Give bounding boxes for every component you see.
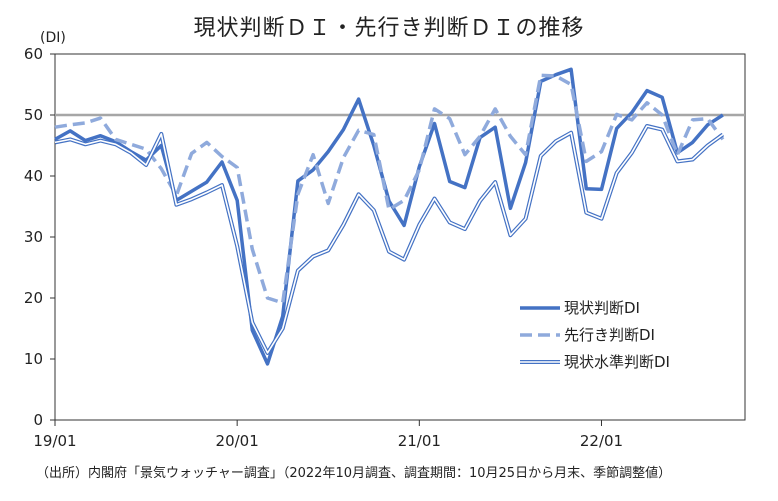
chart-title: 現状判断ＤＩ・先行き判断ＤＩの推移 (193, 16, 585, 41)
legend-label: 現状水準判断DI (564, 353, 670, 371)
series-layer (54, 67, 725, 366)
series-line-1 (54, 67, 724, 366)
y-tick-label: 10 (24, 350, 43, 368)
legend-label: 先行き判断DI (564, 326, 655, 344)
axes-layer: 0 10 20 30 40 50 60 19/01 20/01 21/01 22/01 (24, 45, 746, 450)
y-tick-label: 30 (24, 228, 43, 246)
source-note: （出所）内閣府「景気ウォッチャー調査」（2022年10月調査、調査期間：10月2… (36, 466, 672, 481)
y-tick-label: 40 (24, 167, 43, 185)
y-tick-label: 0 (33, 411, 43, 429)
y-tick-label: 60 (24, 45, 43, 63)
x-tick-label: 22/01 (580, 432, 623, 450)
legend-label: 現状判断DI (564, 299, 640, 317)
y-axis-unit-label: (DI) (40, 30, 66, 46)
y-tick-label: 50 (24, 106, 43, 124)
x-tick-label: 21/01 (398, 432, 441, 450)
legend: 現状判断DI 先行き判断DI 現状水準判断DI (520, 299, 670, 371)
series-line-2 (54, 73, 725, 305)
x-tick-label: 20/01 (216, 432, 259, 450)
series-line-3-inner (54, 125, 724, 354)
x-tick-label: 19/01 (33, 432, 76, 450)
y-tick-label: 20 (24, 289, 43, 307)
